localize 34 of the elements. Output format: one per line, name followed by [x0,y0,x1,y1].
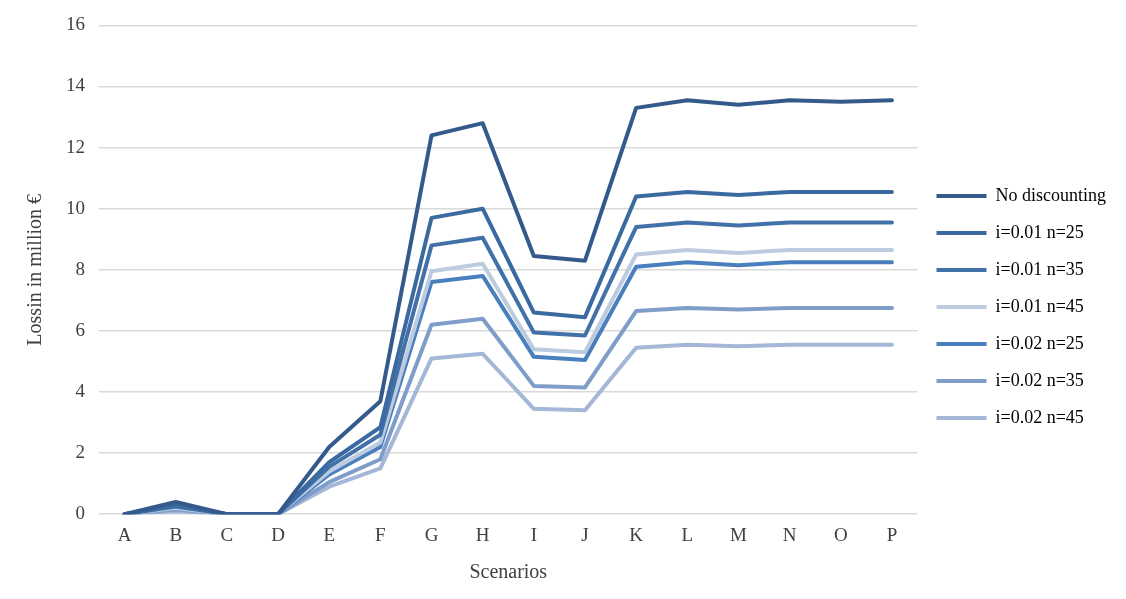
x-axis-title: Scenarios [469,560,548,583]
y-tick-label: 4 [75,379,86,401]
x-tick-label: K [629,523,644,545]
y-tick-label: 16 [66,13,85,35]
x-tick-label: I [530,523,537,545]
y-tick-label: 10 [66,196,85,218]
x-tick-label: D [271,523,285,545]
x-tick-label: H [475,523,490,545]
legend-label: i=0.02 n=45 [995,406,1084,427]
y-tick-label: 12 [66,135,85,157]
y-tick-label: 8 [75,257,85,279]
y-tick-label: 2 [75,441,85,463]
x-tick-label: B [169,523,183,545]
x-tick-label: E [323,523,336,545]
x-tick-label: M [730,523,747,545]
x-tick-label: F [375,523,386,545]
legend-label: No discounting [995,184,1106,205]
x-tick-label: J [581,523,589,545]
x-tick-label: L [681,523,694,545]
legend-label: i=0.02 n=35 [995,369,1084,390]
x-tick-label: G [424,523,439,545]
legend-label: i=0.01 n=45 [995,295,1084,316]
y-tick-label: 6 [75,318,85,340]
x-tick-label: P [886,523,898,545]
x-tick-label: O [833,523,848,545]
y-tick-label: 0 [75,502,85,524]
y-axis-title: Lossin in million € [23,193,46,346]
x-tick-label: A [117,523,132,545]
legend-label: i=0.01 n=25 [995,221,1084,242]
x-tick-label: C [220,523,234,545]
legend-label: i=0.02 n=25 [995,332,1084,353]
y-tick-label: 14 [66,74,86,96]
legend-label: i=0.01 n=35 [995,258,1084,279]
x-tick-label: N [782,523,797,545]
